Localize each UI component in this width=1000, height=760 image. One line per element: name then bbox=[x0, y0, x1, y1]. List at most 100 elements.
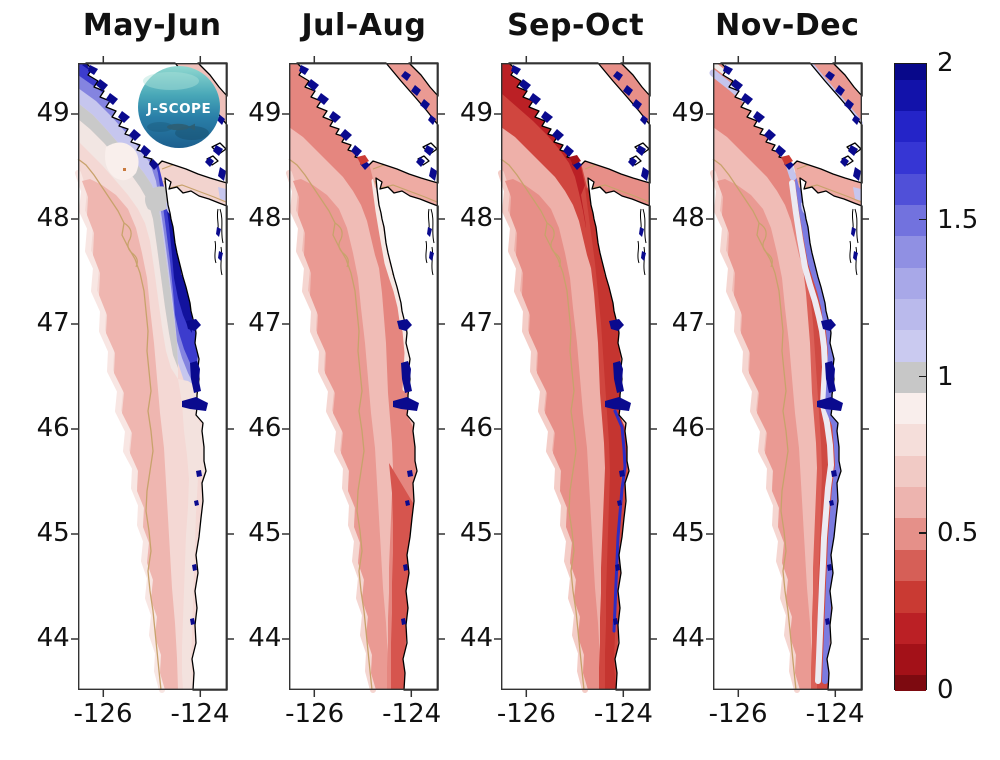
estuary-blob bbox=[87, 65, 98, 75]
estuary-blob bbox=[511, 65, 522, 75]
x-tick-label: -126 bbox=[708, 699, 768, 729]
estuary-blob bbox=[563, 145, 575, 157]
y-tick-label: 47 bbox=[460, 308, 494, 338]
y-tick-label: 44 bbox=[671, 623, 705, 653]
estuary-blob bbox=[722, 65, 733, 75]
estuary-blob bbox=[740, 93, 753, 105]
estuary-blob bbox=[181, 397, 208, 411]
estuary-blob bbox=[828, 500, 834, 506]
colorbar-band bbox=[894, 299, 926, 331]
estuary-blob bbox=[428, 115, 437, 125]
colorbar-band bbox=[894, 612, 926, 644]
estuary-blob bbox=[830, 470, 837, 477]
jscope-logo-text: J-SCOPE bbox=[146, 101, 211, 117]
colorbar-tick-label: 1.5 bbox=[937, 204, 979, 235]
map-panel-jul-aug bbox=[282, 56, 446, 697]
colorbar-band bbox=[894, 487, 926, 519]
y-tick-label: 45 bbox=[460, 518, 494, 548]
colorbar-tick-label: 0.5 bbox=[937, 518, 979, 549]
y-tick-label: 48 bbox=[671, 203, 705, 233]
estuary-blob bbox=[639, 227, 645, 237]
estuary-blob bbox=[407, 470, 414, 477]
y-tick-label: 46 bbox=[36, 413, 70, 443]
estuary-blob bbox=[411, 85, 422, 96]
colorbar-band bbox=[894, 173, 926, 206]
estuary-blob bbox=[640, 115, 649, 125]
estuary-blob bbox=[623, 85, 634, 96]
estuary-blob bbox=[307, 79, 320, 91]
estuary-blob bbox=[609, 319, 625, 331]
estuary-blob bbox=[850, 227, 856, 237]
colorbar-tick-mark bbox=[919, 218, 926, 221]
estuary-blob bbox=[212, 145, 223, 156]
estuary-blob bbox=[217, 251, 223, 261]
colorbar-band bbox=[894, 581, 926, 613]
estuary-blob bbox=[340, 129, 353, 141]
axis-ticks bbox=[282, 56, 446, 697]
colorbar-band bbox=[894, 142, 926, 174]
isobath-contour bbox=[588, 184, 650, 203]
estuary-blob bbox=[317, 93, 330, 105]
estuary-blob bbox=[763, 129, 776, 141]
colorbar-band bbox=[894, 549, 926, 582]
panel-title: Nov-Dec bbox=[715, 8, 860, 43]
estuary-blob bbox=[105, 93, 118, 105]
estuary-blob bbox=[429, 167, 438, 181]
isobath-contour bbox=[800, 184, 862, 203]
axis-ticks bbox=[494, 56, 658, 697]
inland-waterways bbox=[425, 208, 435, 276]
estuary-blob bbox=[416, 157, 426, 167]
estuary-blob bbox=[641, 167, 650, 181]
estuary-blob bbox=[730, 79, 743, 91]
y-tick-label: 47 bbox=[248, 308, 282, 338]
isobath-contour bbox=[123, 222, 138, 268]
estuary-blob bbox=[824, 361, 836, 393]
y-tick-label: 46 bbox=[460, 413, 494, 443]
fish-icon bbox=[166, 123, 189, 131]
colorbar-band bbox=[894, 393, 926, 425]
panel-frame bbox=[712, 62, 862, 690]
y-tick-label: 49 bbox=[460, 98, 494, 128]
panel-frame bbox=[501, 62, 651, 690]
estuary-blob bbox=[613, 618, 619, 625]
colorbar-tick-label: 0 bbox=[937, 675, 954, 705]
estuary-blob bbox=[552, 129, 565, 141]
estuary-blob bbox=[839, 157, 849, 167]
estuary-blob bbox=[826, 564, 832, 571]
colorbar bbox=[893, 63, 927, 691]
y-tick-label: 47 bbox=[671, 308, 705, 338]
estuary-blob bbox=[429, 251, 435, 261]
colorbar-band bbox=[894, 643, 926, 676]
x-tick-label: -124 bbox=[805, 699, 865, 729]
axis-ticks bbox=[70, 56, 234, 697]
y-tick-label: 47 bbox=[36, 308, 70, 338]
colorbar-band bbox=[894, 455, 926, 488]
y-tick-label: 44 bbox=[36, 623, 70, 653]
colorbar-band bbox=[894, 361, 926, 394]
estuary-blob bbox=[215, 227, 221, 237]
isobath-contour bbox=[712, 158, 797, 691]
panel-frame bbox=[289, 62, 439, 690]
x-tick-label: -126 bbox=[73, 699, 133, 729]
estuary-blob bbox=[615, 564, 621, 571]
inland-waterways bbox=[637, 208, 647, 276]
x-tick-label: -124 bbox=[593, 699, 653, 729]
colorbar-band bbox=[894, 675, 926, 691]
estuary-blob bbox=[95, 79, 108, 91]
isobath-contour bbox=[289, 158, 374, 691]
colorbar-band bbox=[894, 424, 926, 456]
estuary-blob bbox=[393, 397, 420, 411]
estuary-blob bbox=[216, 115, 225, 125]
y-tick-label: 44 bbox=[248, 623, 282, 653]
panel-title: Jul-Aug bbox=[301, 8, 427, 43]
estuary-blob bbox=[820, 319, 836, 331]
estuary-blob bbox=[617, 500, 623, 506]
panel-title: Sep-Oct bbox=[507, 8, 645, 43]
estuary-blob bbox=[636, 145, 647, 156]
isobath-contour bbox=[758, 222, 773, 268]
colorbar-tick-label: 2 bbox=[937, 48, 954, 78]
estuary-blob bbox=[139, 145, 151, 157]
x-tick-label: -126 bbox=[285, 699, 345, 729]
estuary-blob bbox=[824, 71, 835, 81]
